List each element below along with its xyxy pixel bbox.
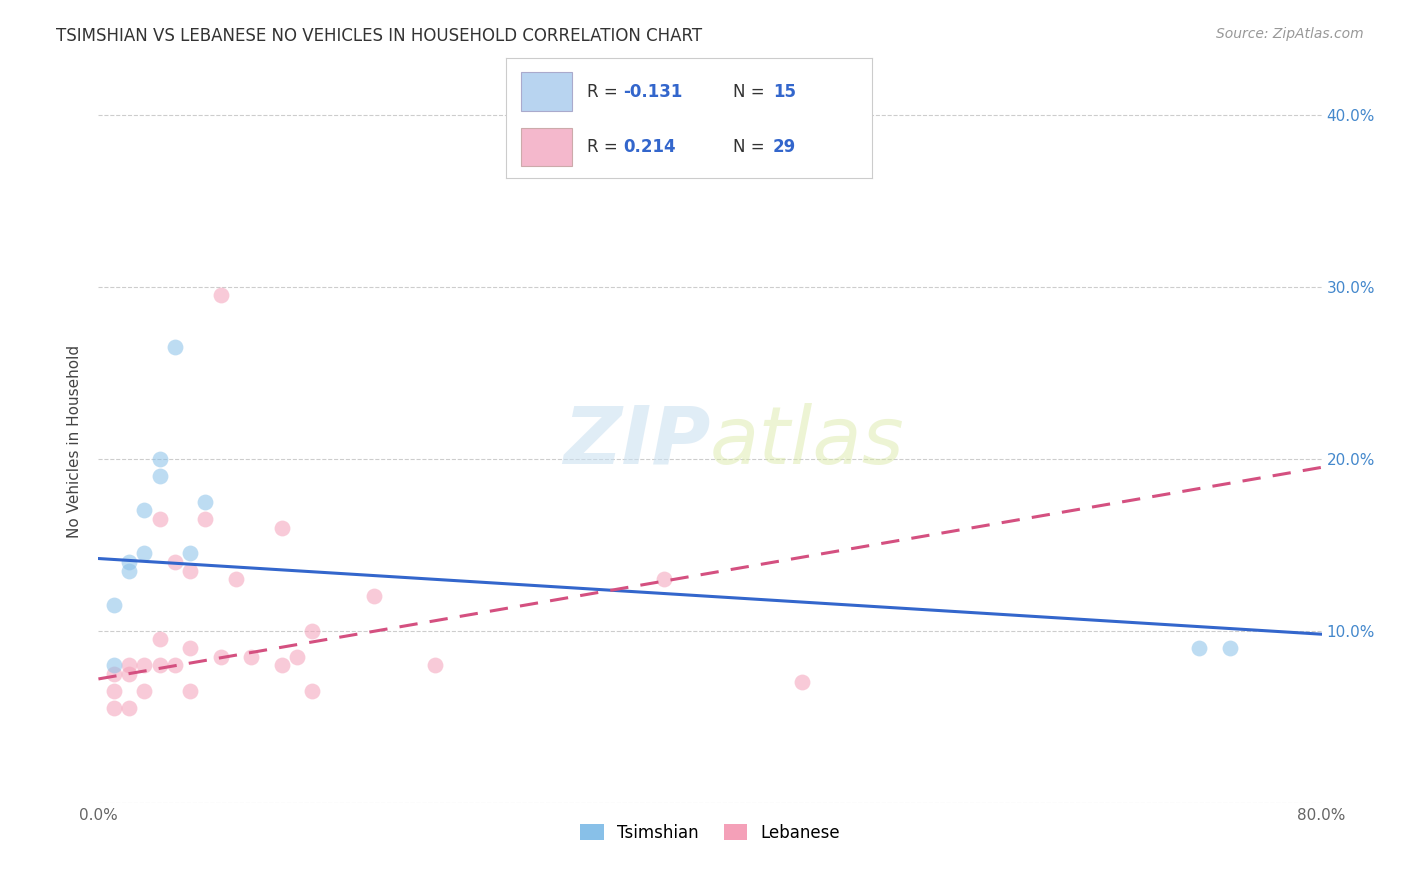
Point xyxy=(1188,640,1211,655)
Legend: Tsimshian, Lebanese: Tsimshian, Lebanese xyxy=(574,817,846,848)
Point xyxy=(179,640,201,655)
Point xyxy=(225,572,247,586)
Point xyxy=(179,684,201,698)
Point xyxy=(240,649,263,664)
Point xyxy=(790,675,813,690)
Text: R =: R = xyxy=(586,83,623,101)
Point xyxy=(149,658,172,673)
Point xyxy=(163,340,186,354)
Text: Source: ZipAtlas.com: Source: ZipAtlas.com xyxy=(1216,27,1364,41)
Text: -0.131: -0.131 xyxy=(623,83,682,101)
Point xyxy=(163,555,186,569)
Point xyxy=(423,658,446,673)
Point xyxy=(103,658,125,673)
Point xyxy=(103,701,125,715)
Point xyxy=(134,546,156,560)
Point xyxy=(103,666,125,681)
Point xyxy=(149,512,172,526)
Point xyxy=(134,658,156,673)
Text: ZIP: ZIP xyxy=(562,402,710,481)
Text: N =: N = xyxy=(733,138,769,156)
Text: atlas: atlas xyxy=(710,402,905,481)
Point xyxy=(194,494,217,508)
FancyBboxPatch shape xyxy=(520,72,572,111)
FancyBboxPatch shape xyxy=(520,128,572,166)
Point xyxy=(134,684,156,698)
Point xyxy=(209,288,232,302)
Point xyxy=(179,546,201,560)
Point xyxy=(209,649,232,664)
Point xyxy=(149,451,172,466)
Point xyxy=(363,590,385,604)
Point xyxy=(149,469,172,483)
Point xyxy=(118,555,141,569)
Point xyxy=(103,684,125,698)
Point xyxy=(270,658,292,673)
Point xyxy=(103,598,125,612)
Point xyxy=(118,564,141,578)
Y-axis label: No Vehicles in Household: No Vehicles in Household xyxy=(67,345,83,538)
Point xyxy=(285,649,308,664)
Point xyxy=(270,520,292,534)
Point xyxy=(194,512,217,526)
Point xyxy=(134,503,156,517)
Text: N =: N = xyxy=(733,83,769,101)
Text: TSIMSHIAN VS LEBANESE NO VEHICLES IN HOUSEHOLD CORRELATION CHART: TSIMSHIAN VS LEBANESE NO VEHICLES IN HOU… xyxy=(56,27,703,45)
Point xyxy=(179,564,201,578)
Point xyxy=(163,658,186,673)
Text: R =: R = xyxy=(586,138,623,156)
Point xyxy=(118,666,141,681)
Point xyxy=(301,684,323,698)
Point xyxy=(118,701,141,715)
Text: 0.214: 0.214 xyxy=(623,138,676,156)
Point xyxy=(149,632,172,647)
Text: 15: 15 xyxy=(773,83,796,101)
Point xyxy=(301,624,323,638)
Point xyxy=(118,658,141,673)
Point xyxy=(1219,640,1241,655)
Point xyxy=(652,572,675,586)
Text: 29: 29 xyxy=(773,138,796,156)
